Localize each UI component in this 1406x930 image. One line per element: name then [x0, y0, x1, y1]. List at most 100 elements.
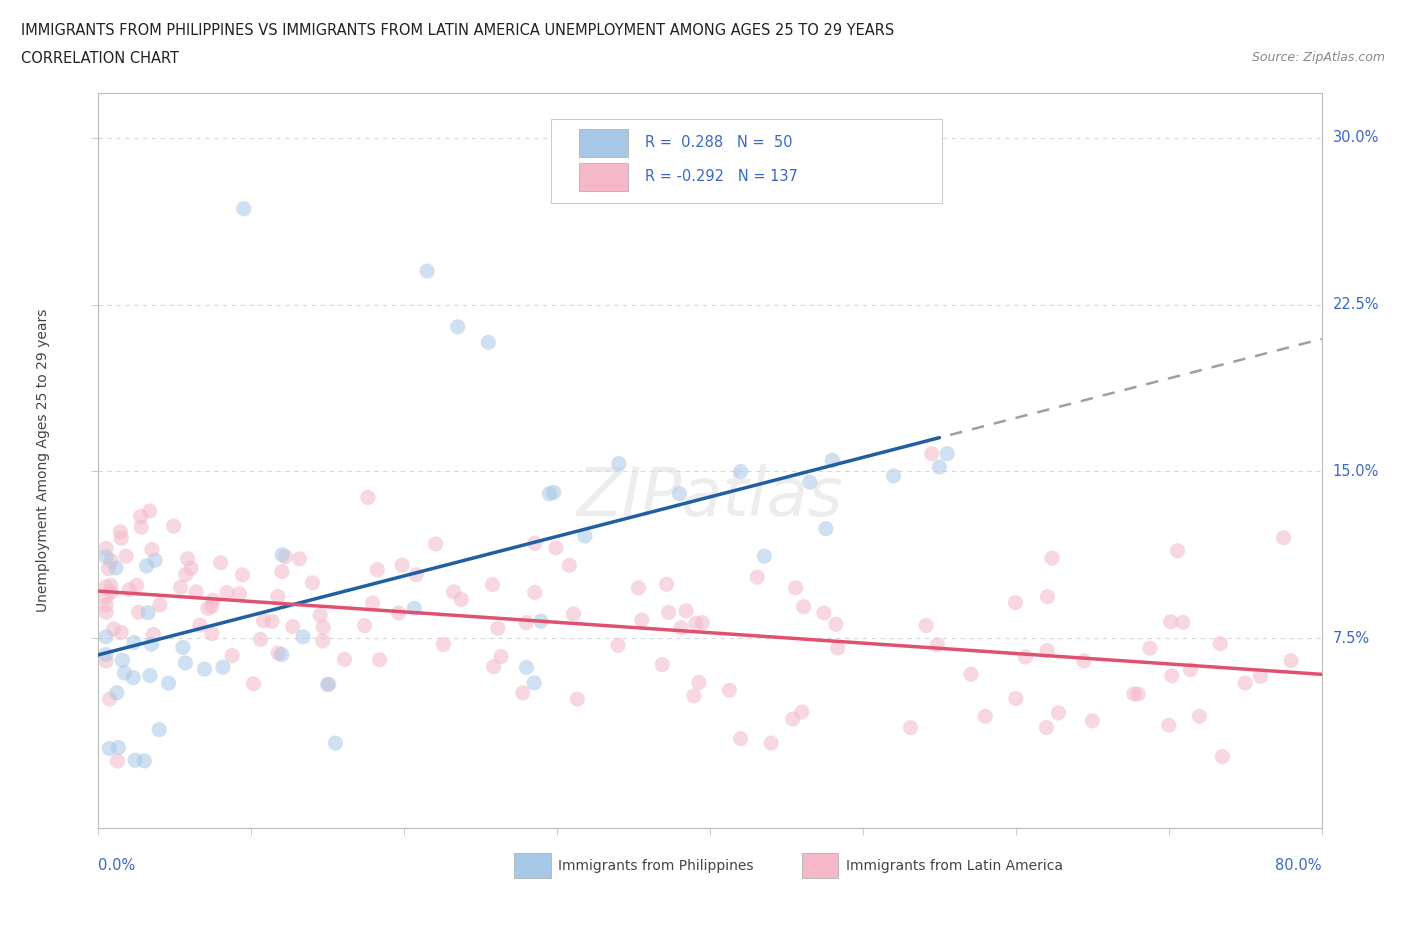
Point — [184, 584, 207, 599]
Point — [103, 621, 125, 636]
Point — [631, 613, 654, 628]
Point — [107, 740, 129, 755]
Point — [128, 604, 150, 619]
Point — [180, 561, 202, 576]
Text: 80.0%: 80.0% — [1275, 858, 1322, 873]
Point — [122, 635, 145, 650]
Point — [607, 456, 630, 471]
Point — [270, 565, 292, 579]
Point — [1047, 706, 1070, 721]
Point — [228, 586, 250, 601]
Text: 15.0%: 15.0% — [1333, 464, 1379, 479]
Point — [94, 550, 117, 565]
Point — [112, 666, 135, 681]
Point — [98, 692, 121, 707]
Point — [94, 604, 117, 619]
Point — [100, 553, 122, 568]
Point — [260, 614, 283, 629]
Point — [718, 683, 741, 698]
Point — [523, 536, 546, 551]
Point — [512, 685, 534, 700]
Point — [100, 585, 122, 600]
Point — [316, 677, 339, 692]
Point — [176, 551, 198, 566]
Point — [1160, 615, 1182, 630]
Point — [730, 464, 752, 479]
Point — [782, 711, 804, 726]
Text: R =  0.288   N =  50: R = 0.288 N = 50 — [645, 136, 793, 151]
Point — [790, 705, 813, 720]
Point — [115, 549, 138, 564]
Point — [567, 692, 589, 707]
Point — [391, 558, 413, 573]
Point — [1272, 530, 1295, 545]
Point — [416, 264, 439, 279]
Point — [447, 319, 470, 334]
Point — [388, 605, 411, 620]
Point — [94, 654, 117, 669]
Point — [215, 585, 238, 600]
Point — [544, 540, 567, 555]
Point — [271, 547, 294, 562]
Point — [900, 720, 922, 735]
Point — [1171, 615, 1194, 630]
FancyBboxPatch shape — [551, 119, 942, 204]
Point — [125, 578, 148, 592]
Point — [883, 469, 905, 484]
Point — [174, 656, 197, 671]
Point — [193, 661, 215, 676]
Point — [188, 618, 211, 632]
Point — [312, 633, 335, 648]
Point — [232, 201, 254, 216]
Point — [94, 630, 117, 644]
Point — [1014, 649, 1036, 664]
Point — [201, 626, 224, 641]
Text: R = -0.292   N = 137: R = -0.292 N = 137 — [645, 169, 799, 184]
Point — [361, 595, 384, 610]
Point — [1180, 662, 1202, 677]
Point — [1166, 543, 1188, 558]
Point — [139, 668, 162, 683]
Point — [94, 590, 117, 604]
Point — [915, 618, 938, 633]
Point — [960, 667, 983, 682]
Point — [141, 637, 163, 652]
Point — [1073, 654, 1095, 669]
Point — [1211, 750, 1233, 764]
Point — [515, 615, 537, 630]
Text: IMMIGRANTS FROM PHILIPPINES VS IMMIGRANTS FROM LATIN AMERICA UNEMPLOYMENT AMONG : IMMIGRANTS FROM PHILIPPINES VS IMMIGRANT… — [21, 23, 894, 38]
Point — [174, 567, 197, 582]
Text: ZIPatlas: ZIPatlas — [576, 464, 844, 530]
Point — [301, 576, 323, 591]
Point — [110, 625, 132, 640]
Point — [94, 598, 117, 613]
Point — [1128, 686, 1150, 701]
Point — [221, 648, 243, 663]
Point — [318, 677, 340, 692]
Point — [974, 709, 997, 724]
Point — [1004, 595, 1026, 610]
Text: 30.0%: 30.0% — [1333, 130, 1379, 145]
Point — [163, 519, 186, 534]
Point — [692, 615, 714, 630]
Point — [212, 659, 235, 674]
Point — [267, 645, 290, 660]
Point — [486, 621, 509, 636]
Point — [1040, 551, 1063, 565]
Point — [1081, 713, 1104, 728]
Point — [523, 585, 546, 600]
Point — [368, 652, 391, 667]
Point — [558, 558, 581, 573]
Point — [543, 485, 565, 499]
Point — [105, 685, 128, 700]
Point — [333, 652, 356, 667]
Point — [94, 647, 117, 662]
Point — [481, 578, 503, 592]
Point — [312, 620, 335, 635]
Point — [685, 616, 707, 631]
Point — [668, 486, 690, 501]
Point — [683, 688, 706, 703]
Point — [202, 592, 225, 607]
Point — [1209, 636, 1232, 651]
Point — [928, 459, 950, 474]
